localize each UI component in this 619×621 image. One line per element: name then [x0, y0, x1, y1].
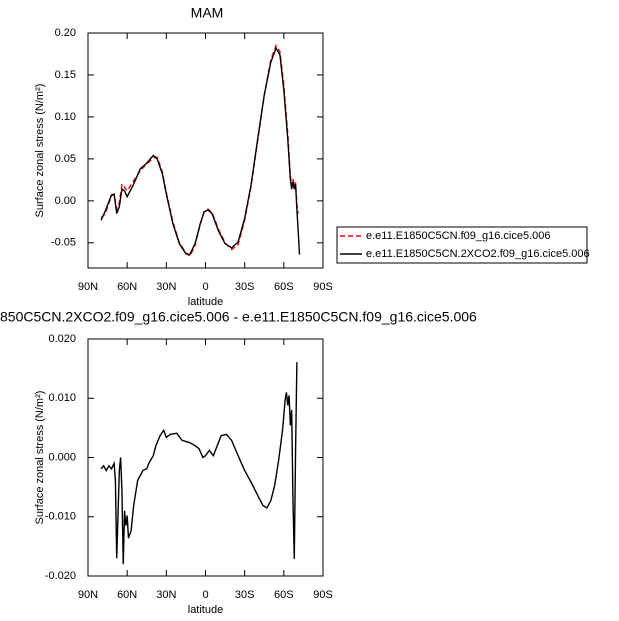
- x-tick-label: 0: [202, 281, 208, 293]
- legend-box: [336, 226, 588, 264]
- x-tick-label: 60S: [274, 281, 294, 293]
- y-tick-label: 0.010: [48, 392, 76, 404]
- y-tick-label: 0.10: [55, 111, 76, 123]
- y-tick-label: 0.15: [55, 69, 76, 81]
- x-tick-label: 90S: [313, 589, 333, 601]
- legend-label: e.e11.E1850C5CN.f09_g16.cice5.006: [366, 230, 551, 242]
- y-tick-label: -0.05: [51, 237, 76, 249]
- x-tick-label: 30N: [156, 281, 176, 293]
- legend-label: e.e11.E1850C5CN.2XCO2.f09_g16.cice5.006: [366, 248, 590, 260]
- x-tick-label: 30S: [235, 589, 255, 601]
- x-tick-label: 60S: [274, 589, 294, 601]
- y-tick-label: -0.020: [45, 570, 76, 582]
- chart-title: MAM: [191, 5, 224, 21]
- x-tick-label: 60N: [117, 281, 137, 293]
- y-axis-label: Surface zonal stress (N/m²): [34, 391, 46, 525]
- plot-frame: [87, 32, 324, 269]
- y-tick-label: 0.020: [48, 333, 76, 345]
- x-tick-label: 90N: [78, 281, 98, 293]
- x-tick-label: 60N: [117, 589, 137, 601]
- x-tick-label: 30S: [235, 281, 255, 293]
- y-tick-label: 0.20: [55, 27, 76, 39]
- y-tick-label: 0.00: [55, 195, 76, 207]
- y-tick-label: -0.010: [45, 511, 76, 523]
- data-line: [100, 46, 301, 256]
- y-tick-label: 0.000: [48, 451, 76, 463]
- y-tick-label: 0.05: [55, 153, 76, 165]
- data-line: [100, 44, 299, 258]
- x-tick-label: 0: [202, 589, 208, 601]
- x-tick-label: 90S: [313, 281, 333, 293]
- x-axis-label: latitude: [188, 296, 223, 308]
- data-line: [100, 362, 298, 565]
- x-tick-label: 30N: [156, 589, 176, 601]
- x-axis-label: latitude: [188, 604, 223, 616]
- x-tick-label: 90N: [78, 589, 98, 601]
- chart-title: 850C5CN.2XCO2.f09_g16.cice5.006 - e.e11.…: [0, 309, 477, 325]
- y-axis-label: Surface zonal stress (N/m²): [34, 84, 46, 218]
